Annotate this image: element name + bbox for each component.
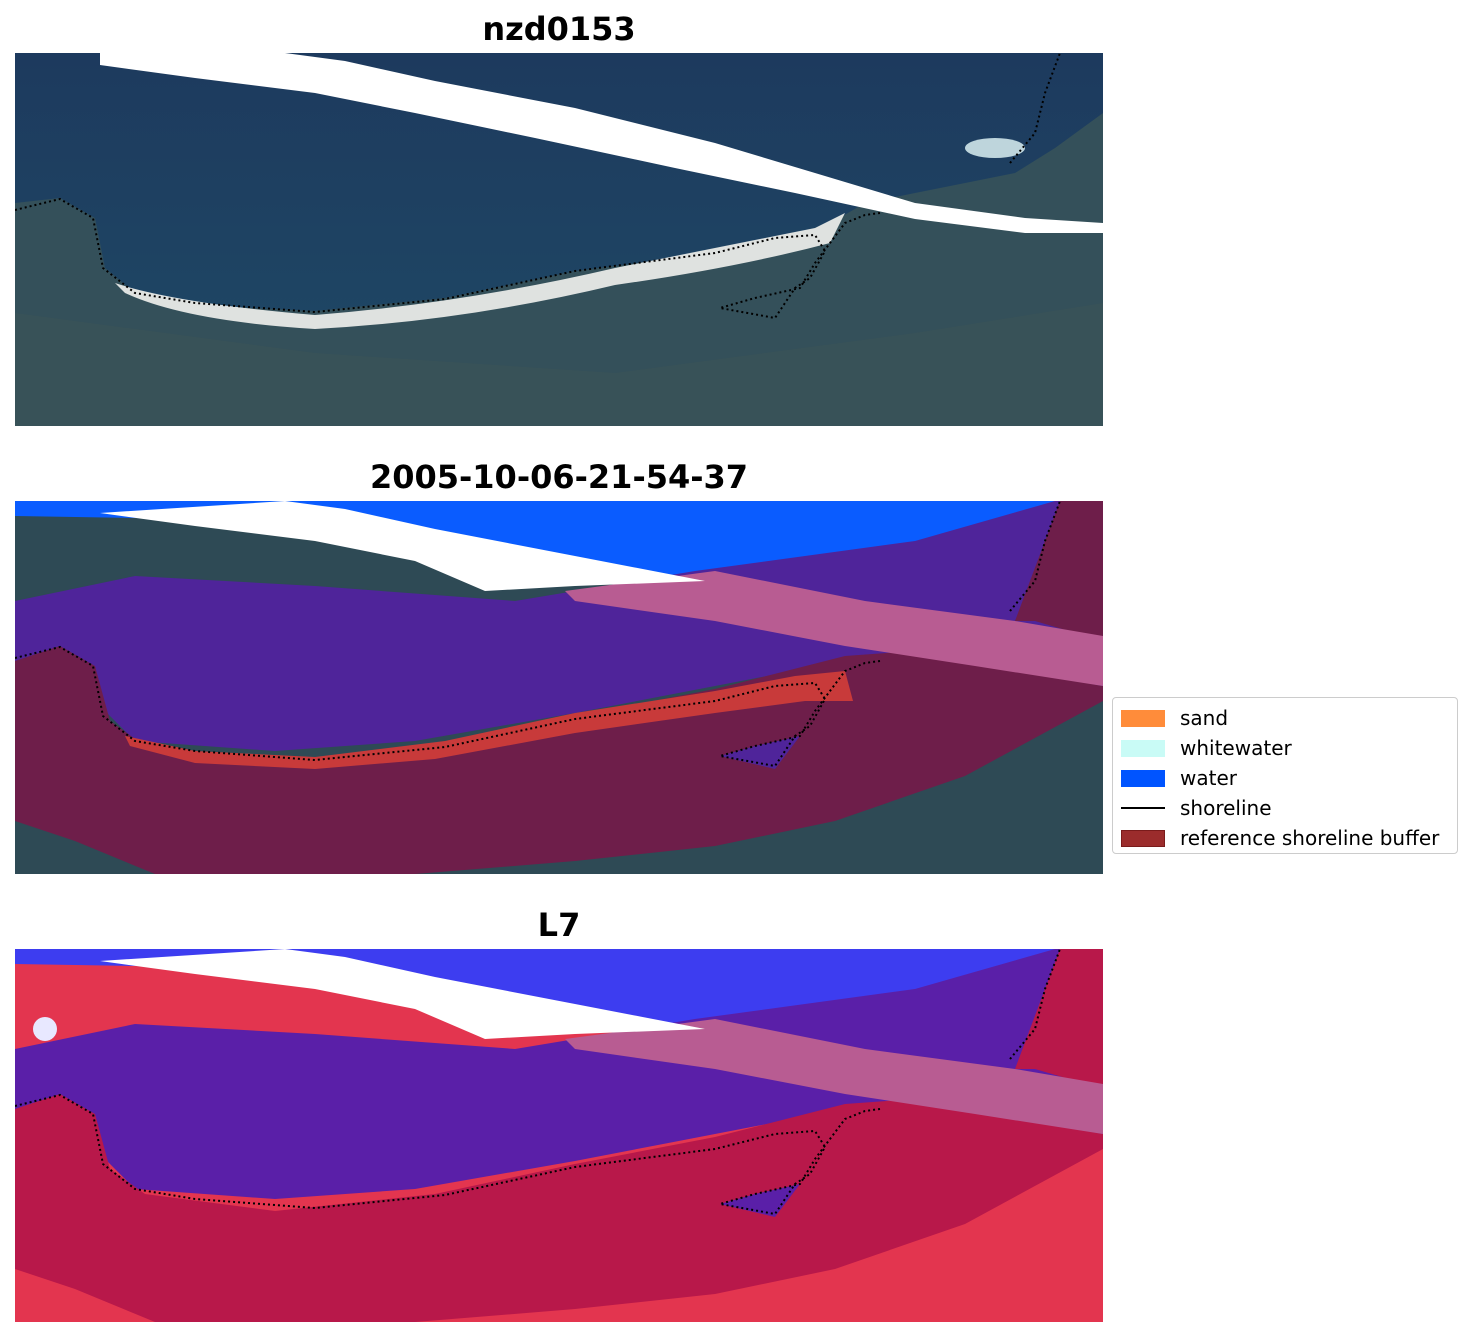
panel-title-classified: 2005-10-06-21-54-37 — [369, 458, 749, 496]
legend-label-whitewater: whitewater — [1180, 736, 1292, 760]
legend-label-sand: sand — [1180, 706, 1229, 730]
panel-title-rgb: nzd0153 — [482, 10, 636, 48]
legend-item-reference-buffer: reference shoreline buffer — [1113, 822, 1457, 852]
index-image — [15, 949, 1103, 1322]
reference-buffer-swatch — [1121, 830, 1165, 847]
whitewater-swatch — [1121, 740, 1165, 757]
legend-item-water: water — [1113, 762, 1457, 792]
legend-label-reference-buffer: reference shoreline buffer — [1180, 826, 1440, 850]
classified-image-panel — [15, 501, 1103, 874]
legend-label-shoreline: shoreline — [1180, 796, 1272, 820]
legend-item-shoreline: shoreline — [1113, 792, 1457, 822]
water-swatch — [1121, 770, 1165, 787]
rgb-satellite-image — [15, 53, 1103, 426]
legend-item-whitewater: whitewater — [1113, 732, 1457, 762]
legend-item-sand: sand — [1113, 702, 1457, 732]
rgb-image-panel — [15, 53, 1103, 426]
panel-title-index: L7 — [537, 906, 581, 944]
legend: sand whitewater water shoreline referenc… — [1112, 697, 1458, 854]
legend-label-water: water — [1180, 766, 1237, 790]
index-image-panel — [15, 949, 1103, 1322]
classified-image — [15, 501, 1103, 874]
sand-swatch — [1121, 710, 1165, 727]
shoreline-line-swatch — [1121, 807, 1165, 809]
